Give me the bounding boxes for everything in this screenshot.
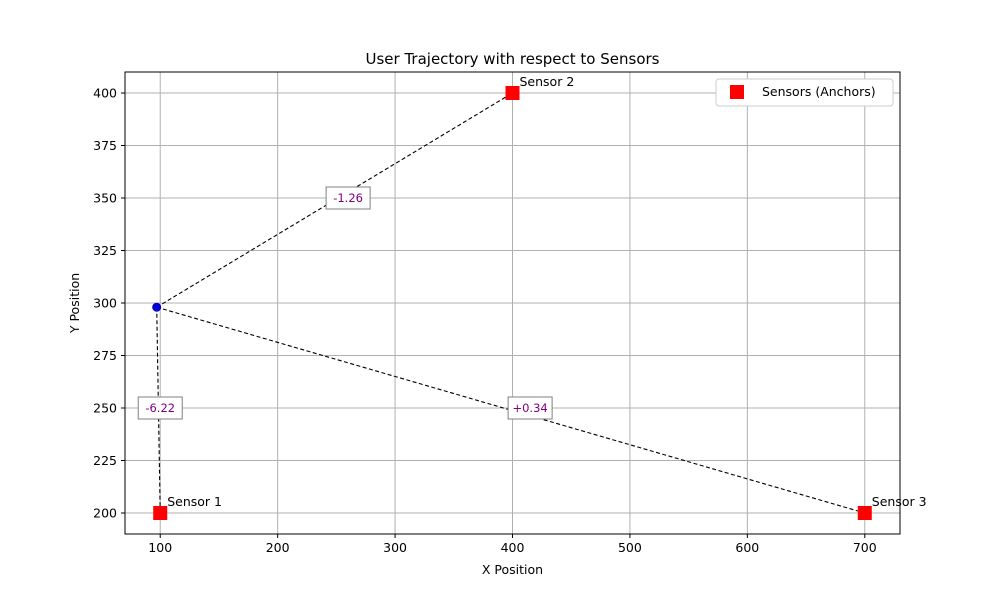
- distance-label: -6.22: [145, 401, 175, 415]
- x-tick-label: 200: [266, 540, 290, 555]
- x-tick-label: 500: [618, 540, 642, 555]
- y-tick-label: 300: [93, 296, 117, 311]
- legend-sensor-marker: [730, 85, 744, 99]
- sensor-label: Sensor 1: [167, 494, 222, 509]
- legend: Sensors (Anchors): [715, 78, 894, 107]
- user-position-point: [152, 302, 162, 312]
- sensor-label: Sensor 3: [872, 494, 927, 509]
- y-tick-label: 275: [93, 348, 117, 363]
- sensor-marker: [505, 86, 520, 100]
- y-tick-label: 325: [93, 243, 117, 258]
- sensor-marker: [857, 506, 872, 520]
- distance-labels: -6.22 -1.26 +0.34: [137, 186, 553, 420]
- x-axis-label: X Position: [482, 562, 543, 577]
- connection-line: [156, 306, 865, 514]
- y-tick-label: 200: [93, 506, 117, 521]
- x-tick-label: 100: [148, 540, 172, 555]
- legend-sensor-label: Sensors (Anchors): [762, 84, 876, 99]
- distance-label: +0.34: [512, 401, 547, 415]
- legend-box: [715, 78, 894, 107]
- x-tick-label: 300: [383, 540, 407, 555]
- sensor-label: Sensor 2: [520, 74, 575, 89]
- ticks: 100 200 300 400 500 600 700 200 225 250 275 300 325 3…: [93, 86, 877, 556]
- y-tick-label: 350: [93, 191, 117, 206]
- sensor-marker: [153, 506, 168, 520]
- distance-label: -1.26: [333, 191, 363, 205]
- y-tick-label: 400: [93, 86, 117, 101]
- x-tick-label: 700: [853, 540, 877, 555]
- y-tick-label: 250: [93, 401, 117, 416]
- y-axis-label: Y Position: [67, 273, 82, 334]
- connection-line: [156, 92, 513, 308]
- grid: [125, 72, 900, 534]
- y-tick-label: 375: [93, 138, 117, 153]
- connection-lines: [156, 92, 865, 514]
- distance-label-box: [325, 186, 371, 210]
- points: Sensor 1 Sensor 2 Sensor 3: [152, 74, 927, 520]
- distance-label-box: [507, 396, 553, 420]
- x-tick-label: 600: [735, 540, 759, 555]
- y-tick-label: 225: [93, 453, 117, 468]
- connection-line: [156, 307, 161, 514]
- distance-label-box: [137, 396, 183, 420]
- x-tick-label: 400: [501, 540, 525, 555]
- chart-title: User Trajectory with respect to Sensors: [366, 50, 660, 68]
